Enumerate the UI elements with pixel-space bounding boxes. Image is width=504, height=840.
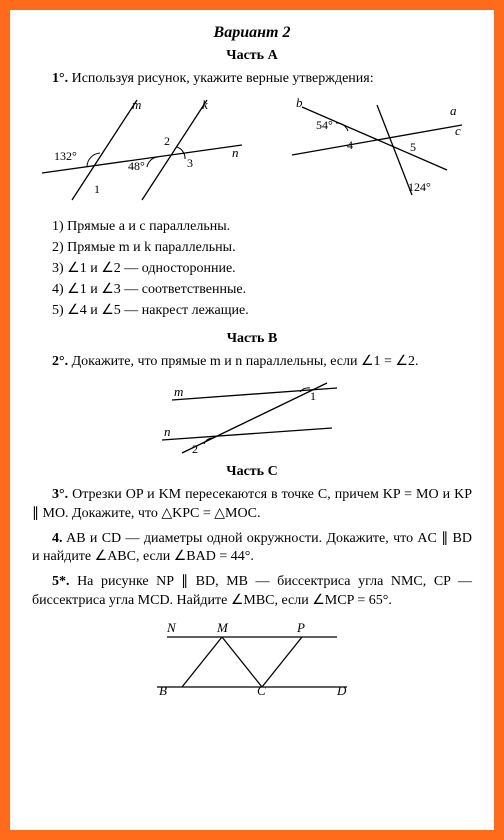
svg-text:a: a: [450, 103, 457, 118]
svg-text:B: B: [159, 683, 167, 697]
opt-2: 2) Прямые m и k параллельны.: [52, 237, 472, 258]
svg-text:3: 3: [187, 156, 193, 170]
q4-num: 4.: [52, 531, 63, 546]
q2-body: Докажите, что прямые m и n параллельны, …: [72, 354, 419, 369]
q5-num: 5*.: [52, 574, 70, 589]
q1-text: 1°. Используя рисунок, укажите верные ут…: [32, 70, 472, 89]
svg-text:5: 5: [410, 140, 416, 154]
variant-title: Вариант 2: [32, 24, 472, 42]
q2-text: 2°. Докажите, что прямые m и n параллель…: [32, 353, 472, 372]
part-c-heading: Часть С: [32, 464, 472, 480]
q4-text: 4. AB и CD — диаметры одной окружности. …: [32, 530, 472, 568]
q1-num: 1°.: [52, 71, 68, 86]
svg-text:124°: 124°: [408, 180, 431, 194]
svg-text:m: m: [174, 384, 183, 399]
svg-text:N: N: [166, 620, 177, 635]
opt-3: 3) ∠1 и ∠2 — односторонние.: [52, 258, 472, 279]
q3-body: Отрезки OP и KM пересекаются в точке C, …: [32, 487, 472, 521]
opt-1: 1) Прямые a и c параллельны.: [52, 216, 472, 237]
q3-num: 3°.: [52, 487, 68, 502]
svg-text:2: 2: [192, 442, 198, 456]
figure-1: m k n 132° 48° 1 2 3 b a c 54° 124° 4 5: [32, 95, 472, 210]
svg-text:D: D: [336, 683, 347, 697]
opt-4: 4) ∠1 и ∠3 — соответственные.: [52, 279, 472, 300]
q1-body: Используя рисунок, укажите верные утвер­…: [72, 71, 374, 86]
svg-text:132°: 132°: [54, 149, 77, 163]
part-b-heading: Часть B: [32, 331, 472, 347]
svg-text:4: 4: [347, 138, 353, 152]
svg-text:2: 2: [164, 134, 170, 148]
opt-5: 5) ∠4 и ∠5 — накрест лежащие.: [52, 300, 472, 321]
svg-text:m: m: [132, 97, 141, 112]
svg-text:n: n: [164, 424, 171, 439]
q3-text: 3°. Отрезки OP и KM пересекаются в точке…: [32, 486, 472, 524]
q4-body: AB и CD — диаметры одной окружности. Док…: [32, 531, 472, 565]
svg-text:1: 1: [94, 182, 100, 196]
figure-2: m n 1 2: [142, 378, 362, 458]
part-a-heading: Часть A: [32, 48, 472, 64]
options-list: 1) Прямые a и c параллельны. 2) Прямые m…: [52, 216, 472, 321]
svg-text:M: M: [216, 620, 229, 635]
svg-text:k: k: [202, 97, 208, 112]
svg-text:1: 1: [310, 389, 316, 403]
svg-text:C: C: [257, 683, 266, 697]
q5-body: На рисунке NP ∥ BD, MB — биссектриса угл…: [32, 574, 472, 608]
svg-text:c: c: [455, 123, 461, 138]
figure-3: N M P B C D: [137, 617, 367, 697]
svg-text:48°: 48°: [128, 159, 145, 173]
svg-text:54°: 54°: [316, 118, 333, 132]
svg-text:n: n: [232, 145, 239, 160]
q5-text: 5*. На рисунке NP ∥ BD, MB — биссектриса…: [32, 573, 472, 611]
svg-text:P: P: [296, 620, 305, 635]
svg-text:b: b: [296, 95, 303, 110]
q2-num: 2°.: [52, 354, 68, 369]
